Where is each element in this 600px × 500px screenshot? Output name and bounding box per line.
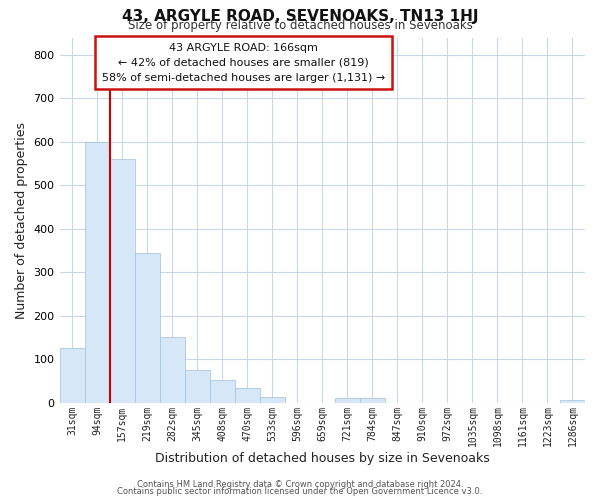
Text: Size of property relative to detached houses in Sevenoaks: Size of property relative to detached ho… (128, 19, 472, 32)
Bar (110, 159, 134, 402)
Text: Contains HM Land Registry data © Crown copyright and database right 2024.: Contains HM Land Registry data © Crown c… (137, 480, 463, 489)
Bar (85, 142, 110, 403)
Bar (260, 397, 285, 402)
Bar (160, 338, 185, 402)
Bar (360, 398, 385, 402)
Bar (185, 370, 209, 402)
Bar (59, 348, 85, 403)
Bar (235, 388, 260, 402)
Text: Contains public sector information licensed under the Open Government Licence v3: Contains public sector information licen… (118, 487, 482, 496)
Text: 43, ARGYLE ROAD, SEVENOAKS, TN13 1HJ: 43, ARGYLE ROAD, SEVENOAKS, TN13 1HJ (122, 9, 478, 24)
Bar (134, 252, 160, 402)
Bar (209, 380, 235, 402)
Bar (335, 398, 360, 402)
Y-axis label: Number of detached properties: Number of detached properties (15, 122, 28, 318)
X-axis label: Distribution of detached houses by size in Sevenoaks: Distribution of detached houses by size … (155, 452, 490, 465)
Text: 43 ARGYLE ROAD: 166sqm
← 42% of detached houses are smaller (819)
58% of semi-de: 43 ARGYLE ROAD: 166sqm ← 42% of detached… (102, 43, 385, 82)
Bar (560, 400, 585, 402)
